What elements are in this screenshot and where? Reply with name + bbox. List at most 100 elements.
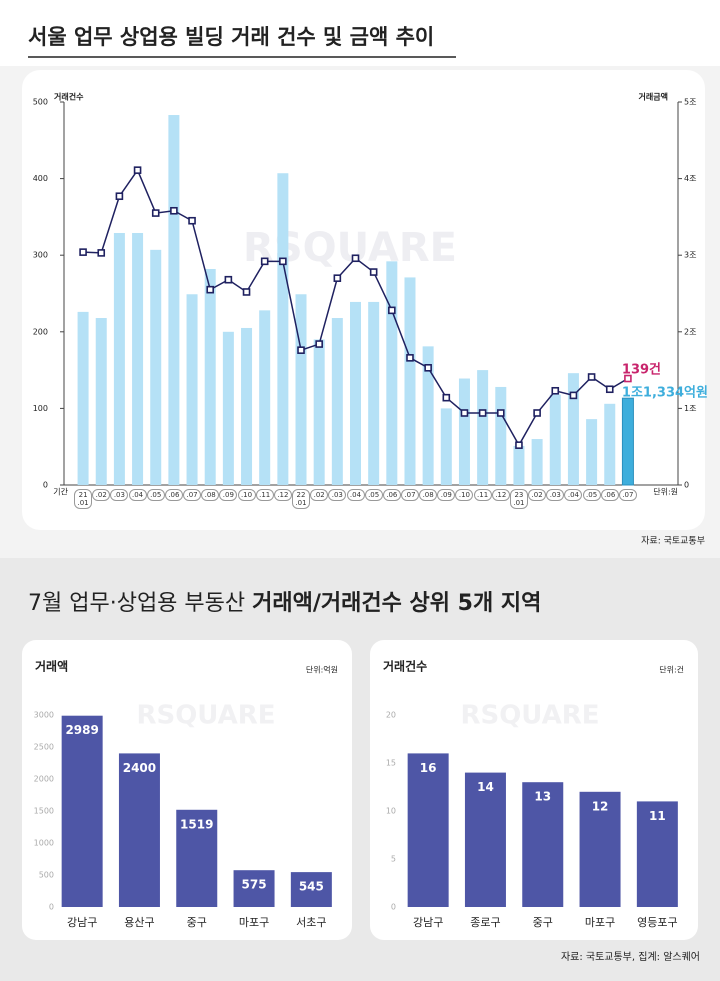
x-tick-label: 중구: [533, 916, 553, 929]
marker: [478, 409, 487, 417]
x-tick-label: .02: [92, 489, 111, 501]
watermark: RSQUARE: [136, 701, 275, 731]
marker: [569, 391, 578, 400]
bar: [407, 753, 449, 907]
x-tick-label: .05: [582, 489, 601, 501]
x-tick-label: .12: [491, 489, 510, 501]
marker: [406, 354, 414, 362]
marker: [496, 409, 505, 417]
bar: [150, 249, 162, 485]
marker: [369, 268, 378, 276]
title: 서울 업무 상업용 빌딩 거래 건수 및 금액 추이: [28, 25, 434, 49]
marker: [188, 216, 196, 225]
x-tick-label: 종로구: [470, 916, 500, 929]
x-tick-label: .04: [128, 489, 147, 501]
marker: [279, 257, 287, 266]
unit-label: 단위:건: [659, 665, 684, 675]
marker: [605, 385, 614, 394]
bar: [368, 301, 380, 485]
marker: [133, 166, 142, 174]
x-tick-label: .05: [146, 489, 165, 501]
y-tick-label: 1000: [34, 839, 54, 848]
bar: [331, 318, 343, 485]
x-tick-label: .11: [255, 489, 274, 501]
x-tick-label: .07: [183, 489, 202, 501]
value-label: 1조1,334억원: [622, 386, 708, 401]
bar: [464, 772, 506, 907]
x-tick-label: .08: [419, 489, 438, 501]
y-tick-label: 10: [386, 807, 396, 816]
y-tick-label: 20: [386, 711, 396, 720]
bar: [233, 870, 275, 907]
value-label: 12: [592, 799, 609, 813]
x-tick-label: 23 .01: [509, 489, 528, 509]
y-tick-label: 15: [386, 759, 396, 768]
y2-tick-label: 4조: [684, 174, 696, 183]
unit-label: 단위:억원: [306, 665, 338, 675]
x-tick-label: .03: [328, 489, 347, 501]
value-label: 11: [649, 809, 666, 823]
bar: [440, 408, 452, 485]
bar: [313, 339, 325, 485]
unit-label: 단위:원: [653, 487, 678, 497]
bar: [95, 318, 107, 485]
y-tick-label: 5: [391, 855, 396, 864]
y-tick-label: 0: [391, 903, 396, 912]
bar: [604, 403, 616, 485]
y-tick-label: 400: [33, 174, 48, 183]
bar: [621, 397, 634, 486]
x-tick-label: 강남구: [67, 916, 97, 929]
x-tick-label: .12: [273, 489, 292, 501]
value-label: 1519: [180, 817, 213, 831]
watermark: RSQUARE: [460, 701, 599, 731]
value-label: 2400: [123, 761, 156, 775]
marker: [424, 364, 432, 372]
x-tick-label: 용산구: [124, 916, 154, 929]
y-tick-label: 1500: [34, 807, 54, 816]
x-tick-label: 중구: [187, 916, 207, 929]
x-tick-label: 서초구: [296, 916, 326, 929]
value-label: 575: [242, 878, 267, 892]
bar: [61, 715, 103, 907]
x-tick-label: .11: [473, 489, 492, 501]
marker: [533, 409, 541, 417]
bar: [477, 370, 489, 485]
bar: [404, 277, 416, 485]
marker: [297, 346, 305, 354]
marker: [587, 373, 596, 381]
y-tick-label: 0: [49, 903, 54, 912]
bar: [522, 782, 564, 907]
marker: [79, 248, 87, 256]
y-tick-label: 300: [33, 251, 48, 260]
marker: [242, 288, 251, 296]
bar: [241, 327, 253, 485]
section-title-regular: 7월 업무·상업용 부동산: [28, 591, 252, 616]
x-tick-label: .07: [618, 489, 637, 501]
x-tick-label: .05: [364, 489, 383, 501]
bar: [549, 394, 561, 485]
x-tick-label: 마포구: [239, 916, 269, 929]
chart-title: 거래액: [35, 659, 68, 674]
x-tick-label: .06: [164, 489, 183, 501]
value-label: 545: [299, 880, 324, 894]
marker: [151, 209, 160, 217]
bar: [295, 294, 307, 485]
marker: [315, 340, 323, 348]
bar: [495, 386, 507, 485]
source: 자료: 국토교통부: [641, 536, 705, 547]
marker: [333, 274, 342, 282]
x-tick-label: .08: [201, 489, 220, 501]
bar: [132, 232, 144, 485]
y-tick-label: 0: [43, 481, 48, 490]
marker: [224, 275, 233, 284]
bar: [350, 301, 361, 485]
bar: [567, 373, 579, 485]
bar: [113, 232, 125, 485]
y-tick-label: 500: [33, 98, 48, 107]
x-tick-label: .09: [219, 489, 238, 501]
marker: [170, 206, 178, 215]
marker: [97, 249, 106, 257]
x-tick-label: .06: [600, 489, 619, 501]
x-tick-label: .02: [528, 489, 547, 501]
y-tick-label: 100: [33, 404, 48, 413]
